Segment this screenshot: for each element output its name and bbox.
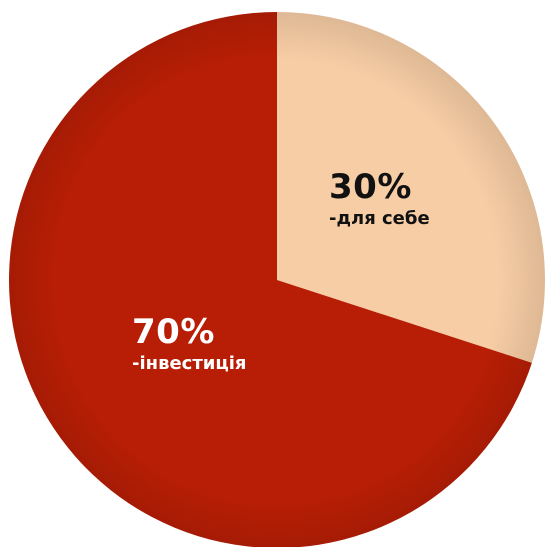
slice-percent-self: 30% xyxy=(329,167,412,207)
slice-percent-investment: 70% xyxy=(132,312,215,352)
slice-label-self: 30% -для себе xyxy=(329,170,430,228)
slice-label-investment: 70% -інвестиція xyxy=(132,315,246,373)
slice-description-self: -для себе xyxy=(329,208,430,229)
pie-rim-shading xyxy=(9,12,545,547)
slice-description-investment: -інвестиція xyxy=(132,353,247,374)
